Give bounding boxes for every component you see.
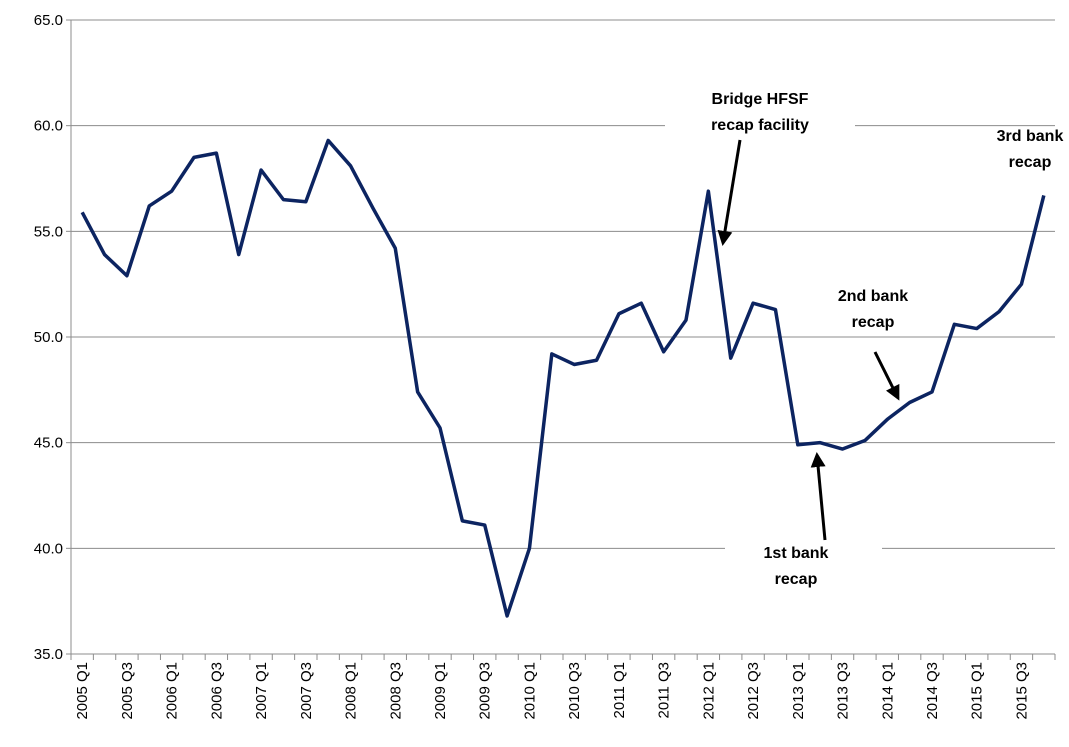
x-tick-label: 2010 Q1 (521, 662, 538, 720)
x-tick-label: 2009 Q3 (477, 662, 494, 720)
x-tick-label: 2008 Q1 (343, 662, 360, 720)
annotation: recap facility (711, 117, 809, 134)
annotation-arrow (717, 139, 742, 246)
annotation: Bridge HFSF (712, 91, 809, 108)
annotation-background (665, 90, 855, 142)
x-tick-label: 2011 Q3 (656, 662, 673, 718)
x-tick-label: 2012 Q3 (745, 662, 762, 720)
y-tick-label: 55.0 (34, 223, 63, 240)
y-tick-label: 40.0 (34, 540, 63, 557)
annotation-arrow (810, 452, 827, 541)
x-tick-label: 2009 Q1 (432, 662, 449, 720)
x-tick-label: 2005 Q3 (119, 662, 136, 720)
annotation: recap (1009, 154, 1052, 171)
y-tick-label: 50.0 (34, 329, 63, 346)
x-tick-label: 2010 Q3 (566, 662, 583, 720)
x-tick-label: 2005 Q1 (74, 662, 91, 720)
x-tick-label: 2006 Q1 (164, 662, 181, 720)
annotation-arrow (873, 351, 900, 401)
x-tick-label: 2014 Q1 (879, 662, 896, 720)
y-tick-label: 65.0 (34, 12, 63, 29)
annotation: 3rd bank (997, 128, 1064, 145)
x-tick-label: 2014 Q3 (924, 662, 941, 720)
x-tick-label: 2013 Q3 (835, 662, 852, 720)
x-tick-label: 2008 Q3 (387, 662, 404, 720)
y-tick-label: 35.0 (34, 646, 63, 663)
x-tick-label: 2013 Q1 (790, 662, 807, 720)
annotation-background (725, 540, 882, 600)
x-tick-label: 2015 Q1 (969, 662, 986, 720)
annotation: recap (852, 314, 895, 331)
x-tick-label: 2007 Q1 (253, 662, 270, 720)
annotation: recap (775, 571, 818, 588)
data-line (80, 138, 1046, 618)
annotation: 2nd bank (838, 288, 908, 305)
y-tick-label: 60.0 (34, 118, 63, 135)
y-tick-label: 45.0 (34, 435, 63, 452)
x-tick-label: 2006 Q3 (208, 662, 225, 720)
x-tick-label: 2015 Q3 (1013, 662, 1030, 720)
annotation: 1st bank (764, 545, 829, 562)
x-tick-label: 2011 Q1 (611, 662, 628, 718)
x-tick-label: 2012 Q1 (700, 662, 717, 720)
x-tick-label: 2007 Q3 (298, 662, 315, 720)
